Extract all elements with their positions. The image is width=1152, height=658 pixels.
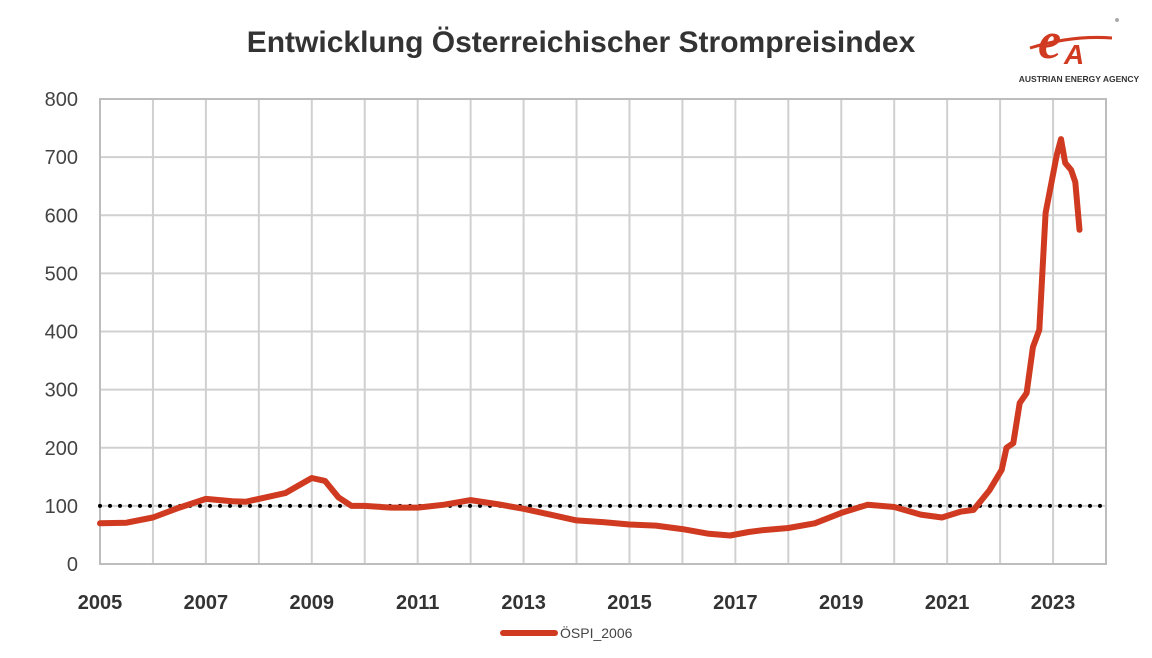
- y-tick-label: 0: [67, 554, 78, 576]
- y-tick-label: 400: [45, 322, 78, 344]
- y-tick-label: 800: [45, 89, 78, 111]
- x-tick-label: 2021: [925, 592, 970, 614]
- y-tick-label: 200: [45, 438, 78, 460]
- y-tick-label: 700: [45, 147, 78, 169]
- chart-title: Entwicklung Österreichischer Strompreisi…: [246, 26, 916, 59]
- y-tick-label: 300: [45, 380, 78, 402]
- y-tick-label: 100: [45, 496, 78, 518]
- x-tick-label: 2015: [607, 592, 652, 614]
- x-tick-label: 2023: [1031, 592, 1076, 614]
- x-tick-label: 2009: [290, 592, 335, 614]
- x-tick-label: 2017: [713, 592, 758, 614]
- x-tick-label: 2013: [501, 592, 546, 614]
- y-tick-label: 500: [45, 263, 78, 285]
- x-tick-label: 2007: [184, 592, 229, 614]
- x-tick-label: 2019: [819, 592, 864, 614]
- svg-text:A: A: [1063, 39, 1084, 70]
- x-tick-label: 2011: [396, 592, 439, 614]
- x-tick-label: 2005: [78, 592, 123, 614]
- austrian-energy-agency-logo: e A AUSTRIAN ENERGY AGENCY: [1012, 10, 1147, 90]
- y-tick-label: 600: [45, 205, 78, 227]
- legend-label: ÖSPI_2006: [560, 624, 633, 641]
- series-line-ospi: [97, 136, 1083, 539]
- plot-area-border: [99, 98, 1107, 565]
- logo-text: AUSTRIAN ENERGY AGENCY: [1019, 74, 1140, 84]
